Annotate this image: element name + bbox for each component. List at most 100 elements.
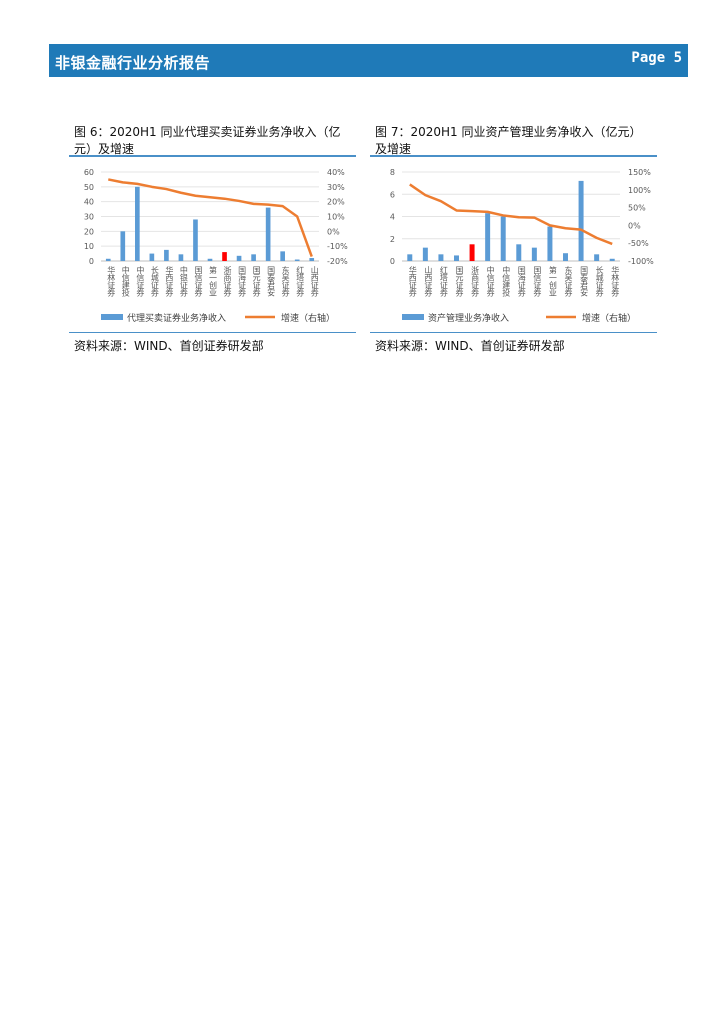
figure-7-source: 资料来源：WIND、首创证券研发部 (375, 339, 565, 353)
growth-line (409, 183, 613, 246)
y-left-tick-label: 0 (390, 257, 395, 266)
x-category-label: 国泰君安 (267, 266, 276, 298)
x-category-label: 第一创业 (548, 265, 557, 297)
bar (294, 259, 300, 261)
bar (164, 249, 169, 261)
figure-7-title-line1: 图 7：2020H1 同业资产管理业务净收入（亿元） (375, 125, 642, 139)
x-category-label: 国元证券 (455, 266, 464, 298)
y-right-tick-label: 0% (628, 221, 641, 230)
bar (594, 254, 600, 261)
y-left-tick-label: 20 (84, 227, 94, 236)
figure-6-bottom-rule (69, 332, 356, 333)
bar (531, 247, 537, 261)
y-right-tick-label: -100% (628, 257, 654, 266)
y-left-tick-label: 0 (89, 257, 94, 266)
x-category-label: 山西证券 (424, 265, 433, 298)
figure-6-title-line2: 元）及增速 (74, 142, 135, 156)
bar (207, 258, 213, 261)
x-category-label: 华林证券 (611, 265, 620, 298)
figure-6-chart: 0102030405060-20%-10%0%10%20%30%40%华林证券中… (84, 168, 348, 324)
figure-6-title-line1: 图 6：2020H1 同业代理买卖证券业务净收入（亿 (74, 125, 341, 139)
legend-line-label: 增速（右轴） (582, 312, 636, 324)
bar (438, 254, 444, 261)
x-category-label: 中信建投 (121, 265, 130, 298)
x-category-label: 红塔证券 (296, 265, 305, 298)
x-category-label: 浙商证券 (223, 265, 232, 298)
bar (193, 219, 198, 261)
y-left-tick-label: 60 (84, 168, 94, 177)
y-left-tick-label: 4 (390, 213, 395, 222)
x-category-label: 第一创业 (209, 265, 218, 297)
figure-6-top-rule (69, 155, 356, 157)
y-right-tick-label: 30% (327, 183, 345, 192)
bar (222, 252, 227, 261)
bar (251, 254, 256, 261)
y-right-tick-label: 100% (628, 186, 651, 195)
y-right-tick-label: -50% (628, 239, 649, 248)
y-left-tick-label: 50 (84, 183, 94, 192)
bar (547, 226, 553, 261)
y-right-tick-label: 40% (327, 168, 345, 177)
y-right-tick-label: 10% (327, 213, 345, 222)
growth-line (108, 178, 313, 257)
y-right-tick-label: 50% (628, 204, 646, 213)
bar (422, 247, 428, 261)
x-category-label: 东吴证券 (281, 265, 290, 298)
bar (135, 186, 140, 261)
x-category-label: 华西证券 (408, 265, 417, 298)
figure-7-title: 图 7：2020H1 同业资产管理业务净收入（亿元） 及增速 (375, 124, 665, 158)
bar (309, 258, 315, 261)
x-category-label: 华林证券 (107, 265, 116, 298)
figure-7-top-rule (370, 155, 657, 157)
x-category-label: 红塔证券 (439, 265, 448, 298)
figure-6-source: 资料来源：WIND、首创证券研发部 (74, 339, 264, 353)
bar (105, 258, 111, 261)
bar (516, 244, 522, 261)
x-category-label: 中信建投 (502, 265, 511, 298)
x-category-label: 国信证券 (194, 266, 203, 298)
y-left-tick-label: 30 (84, 213, 94, 222)
x-category-label: 东吴证券 (564, 265, 573, 298)
y-right-tick-label: -20% (327, 257, 348, 266)
x-category-label: 长城证券 (150, 265, 159, 298)
y-left-tick-label: 6 (390, 190, 395, 199)
y-left-tick-label: 2 (390, 235, 395, 244)
bar (454, 255, 459, 261)
y-left-tick-label: 8 (390, 168, 395, 177)
y-right-tick-label: 150% (628, 168, 651, 177)
x-category-label: 国海证券 (238, 266, 247, 298)
y-right-tick-label: 0% (327, 227, 340, 236)
figure-6-title: 图 6：2020H1 同业代理买卖证券业务净收入（亿 元）及增速 (74, 124, 364, 158)
bar (469, 244, 475, 261)
figure-7-bottom-rule (370, 332, 657, 333)
bar (265, 207, 271, 261)
bar (485, 213, 491, 261)
report-header-bar: 非银金融行业分析报告 Page 5 (49, 44, 688, 77)
bar (149, 253, 155, 261)
x-category-label: 国信证券 (533, 266, 542, 298)
page-number: Page 5 (631, 50, 682, 66)
figure-7-chart: 02468-100%-50%0%50%100%150%华西证券 山西证券 红塔证券国… (390, 168, 654, 324)
report-title: 非银金融行业分析报告 (55, 54, 211, 72)
legend-bar-swatch (402, 314, 424, 320)
y-right-tick-label: -10% (327, 242, 348, 251)
x-category-label: 长城证券 (595, 265, 604, 298)
x-category-label: 浙商证券 (471, 265, 480, 298)
legend-bar-label: 代理买卖证券业务净收入 (127, 312, 226, 324)
x-category-label: 中银证券 (179, 265, 188, 298)
bar (563, 253, 568, 261)
x-category-label: 中信证券 (136, 265, 145, 298)
figure-7-title-line2: 及增速 (375, 142, 412, 156)
x-category-label: 国泰君安 (580, 266, 589, 298)
y-left-tick-label: 10 (84, 242, 94, 251)
bar (178, 254, 184, 261)
bar (578, 180, 584, 261)
bar (609, 258, 615, 261)
x-category-label: 国海证券 (517, 266, 526, 298)
y-right-tick-label: 20% (327, 198, 345, 207)
bar (500, 216, 506, 261)
bar (236, 255, 242, 261)
bar (280, 251, 285, 261)
legend-line-label: 增速（右轴） (281, 312, 335, 324)
x-category-label: 华西证券 (165, 265, 174, 298)
